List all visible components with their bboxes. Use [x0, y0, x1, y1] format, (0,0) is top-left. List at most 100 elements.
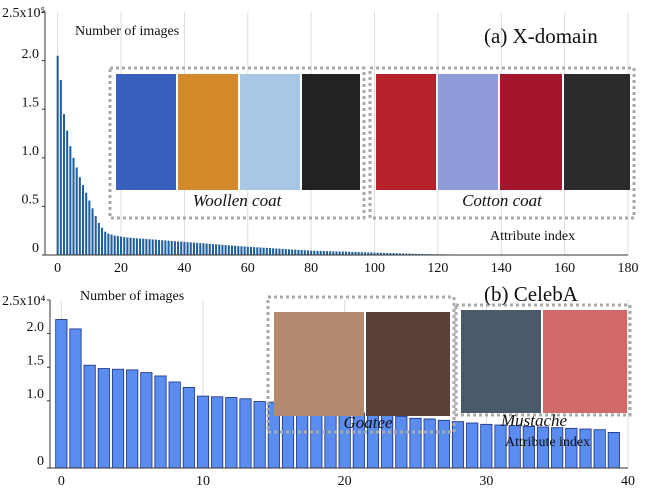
bar: [335, 251, 338, 255]
bar: [104, 231, 107, 255]
bar: [338, 251, 341, 255]
bar: [405, 253, 408, 255]
bar: [316, 250, 319, 255]
bar: [180, 241, 183, 255]
y-tick-label: 1.5: [22, 95, 40, 110]
bar: [325, 251, 329, 255]
bar: [126, 369, 139, 469]
bar: [319, 250, 322, 255]
bar: [310, 250, 313, 255]
bar: [253, 247, 256, 255]
bar: [414, 253, 417, 255]
bar: [287, 249, 291, 255]
bar: [246, 246, 249, 255]
bar: [256, 247, 259, 255]
bar: [348, 251, 351, 255]
photo: [366, 312, 450, 416]
bar: [199, 243, 202, 255]
bar: [183, 241, 186, 255]
bar: [294, 249, 297, 255]
bar: [360, 252, 363, 255]
x-tick-label: 40: [621, 474, 635, 489]
bar: [69, 328, 82, 469]
bar: [62, 114, 66, 255]
bar: [186, 242, 189, 255]
bar: [268, 248, 271, 255]
bar: [386, 252, 389, 255]
bar: [262, 247, 265, 255]
bar: [322, 251, 325, 255]
bar: [72, 157, 75, 255]
bar: [240, 246, 243, 255]
x-tick-label: 40: [177, 261, 191, 276]
bar: [110, 234, 113, 255]
x-tick-label: 20: [114, 261, 128, 276]
bar: [142, 238, 145, 255]
y-tick-label: 1.5: [27, 353, 45, 368]
bar: [85, 192, 88, 255]
bar: [208, 243, 211, 255]
bar: [225, 397, 238, 469]
bar: [480, 423, 493, 469]
bar: [313, 250, 316, 255]
x-tick-label: 30: [479, 474, 493, 489]
bar: [78, 177, 81, 255]
bar: [234, 245, 237, 255]
bar: [196, 395, 210, 469]
photo: [438, 74, 498, 190]
bar: [376, 252, 379, 255]
y-tick-label: 0.5: [22, 193, 40, 208]
chart-title: (b) CelebA: [484, 282, 579, 306]
bar: [237, 246, 240, 255]
bar: [402, 253, 405, 255]
bar: [91, 208, 94, 255]
bar: [423, 418, 436, 469]
bar: [221, 244, 224, 255]
bar: [120, 236, 123, 255]
bar: [379, 252, 382, 255]
bar: [351, 251, 354, 255]
bar: [126, 237, 129, 255]
bar: [265, 247, 268, 255]
y-tick-label: 2.5x10⁴: [2, 294, 46, 309]
bar: [94, 216, 97, 255]
bar: [341, 251, 344, 255]
bar: [140, 372, 153, 469]
bar: [354, 251, 357, 255]
x-tick-label: 0: [54, 261, 61, 276]
x-tick-label: 120: [427, 261, 448, 276]
photo-frame: [108, 66, 366, 220]
bar: [69, 146, 72, 255]
bar: [192, 242, 195, 255]
photo-group: [108, 66, 636, 220]
y-tick-label: 0: [37, 454, 44, 469]
bar: [451, 421, 465, 469]
bar: [168, 381, 181, 469]
x-tick-label: 60: [241, 261, 255, 276]
bar: [154, 375, 167, 469]
bar: [389, 253, 392, 255]
bar: [398, 253, 401, 255]
bar: [167, 240, 170, 255]
x-tick-label: 140: [491, 261, 512, 276]
bar: [148, 239, 151, 255]
y-tick-label: 1.0: [22, 144, 40, 159]
photo: [543, 310, 627, 413]
bar: [196, 242, 199, 255]
bar: [395, 253, 398, 255]
x-tick-label: 160: [554, 261, 575, 276]
bar: [88, 200, 91, 255]
bar: [466, 422, 479, 469]
x-tick-label: 180: [618, 261, 639, 276]
bar: [607, 431, 620, 469]
bar: [132, 237, 135, 255]
bar: [291, 249, 294, 255]
x-tick-label: 10: [196, 474, 210, 489]
photo: [564, 74, 630, 190]
bar: [101, 227, 104, 255]
photo-frame: [266, 295, 456, 434]
bar: [227, 245, 230, 255]
x-tick-label: 100: [364, 261, 385, 276]
annotation: Mustache: [500, 411, 568, 430]
